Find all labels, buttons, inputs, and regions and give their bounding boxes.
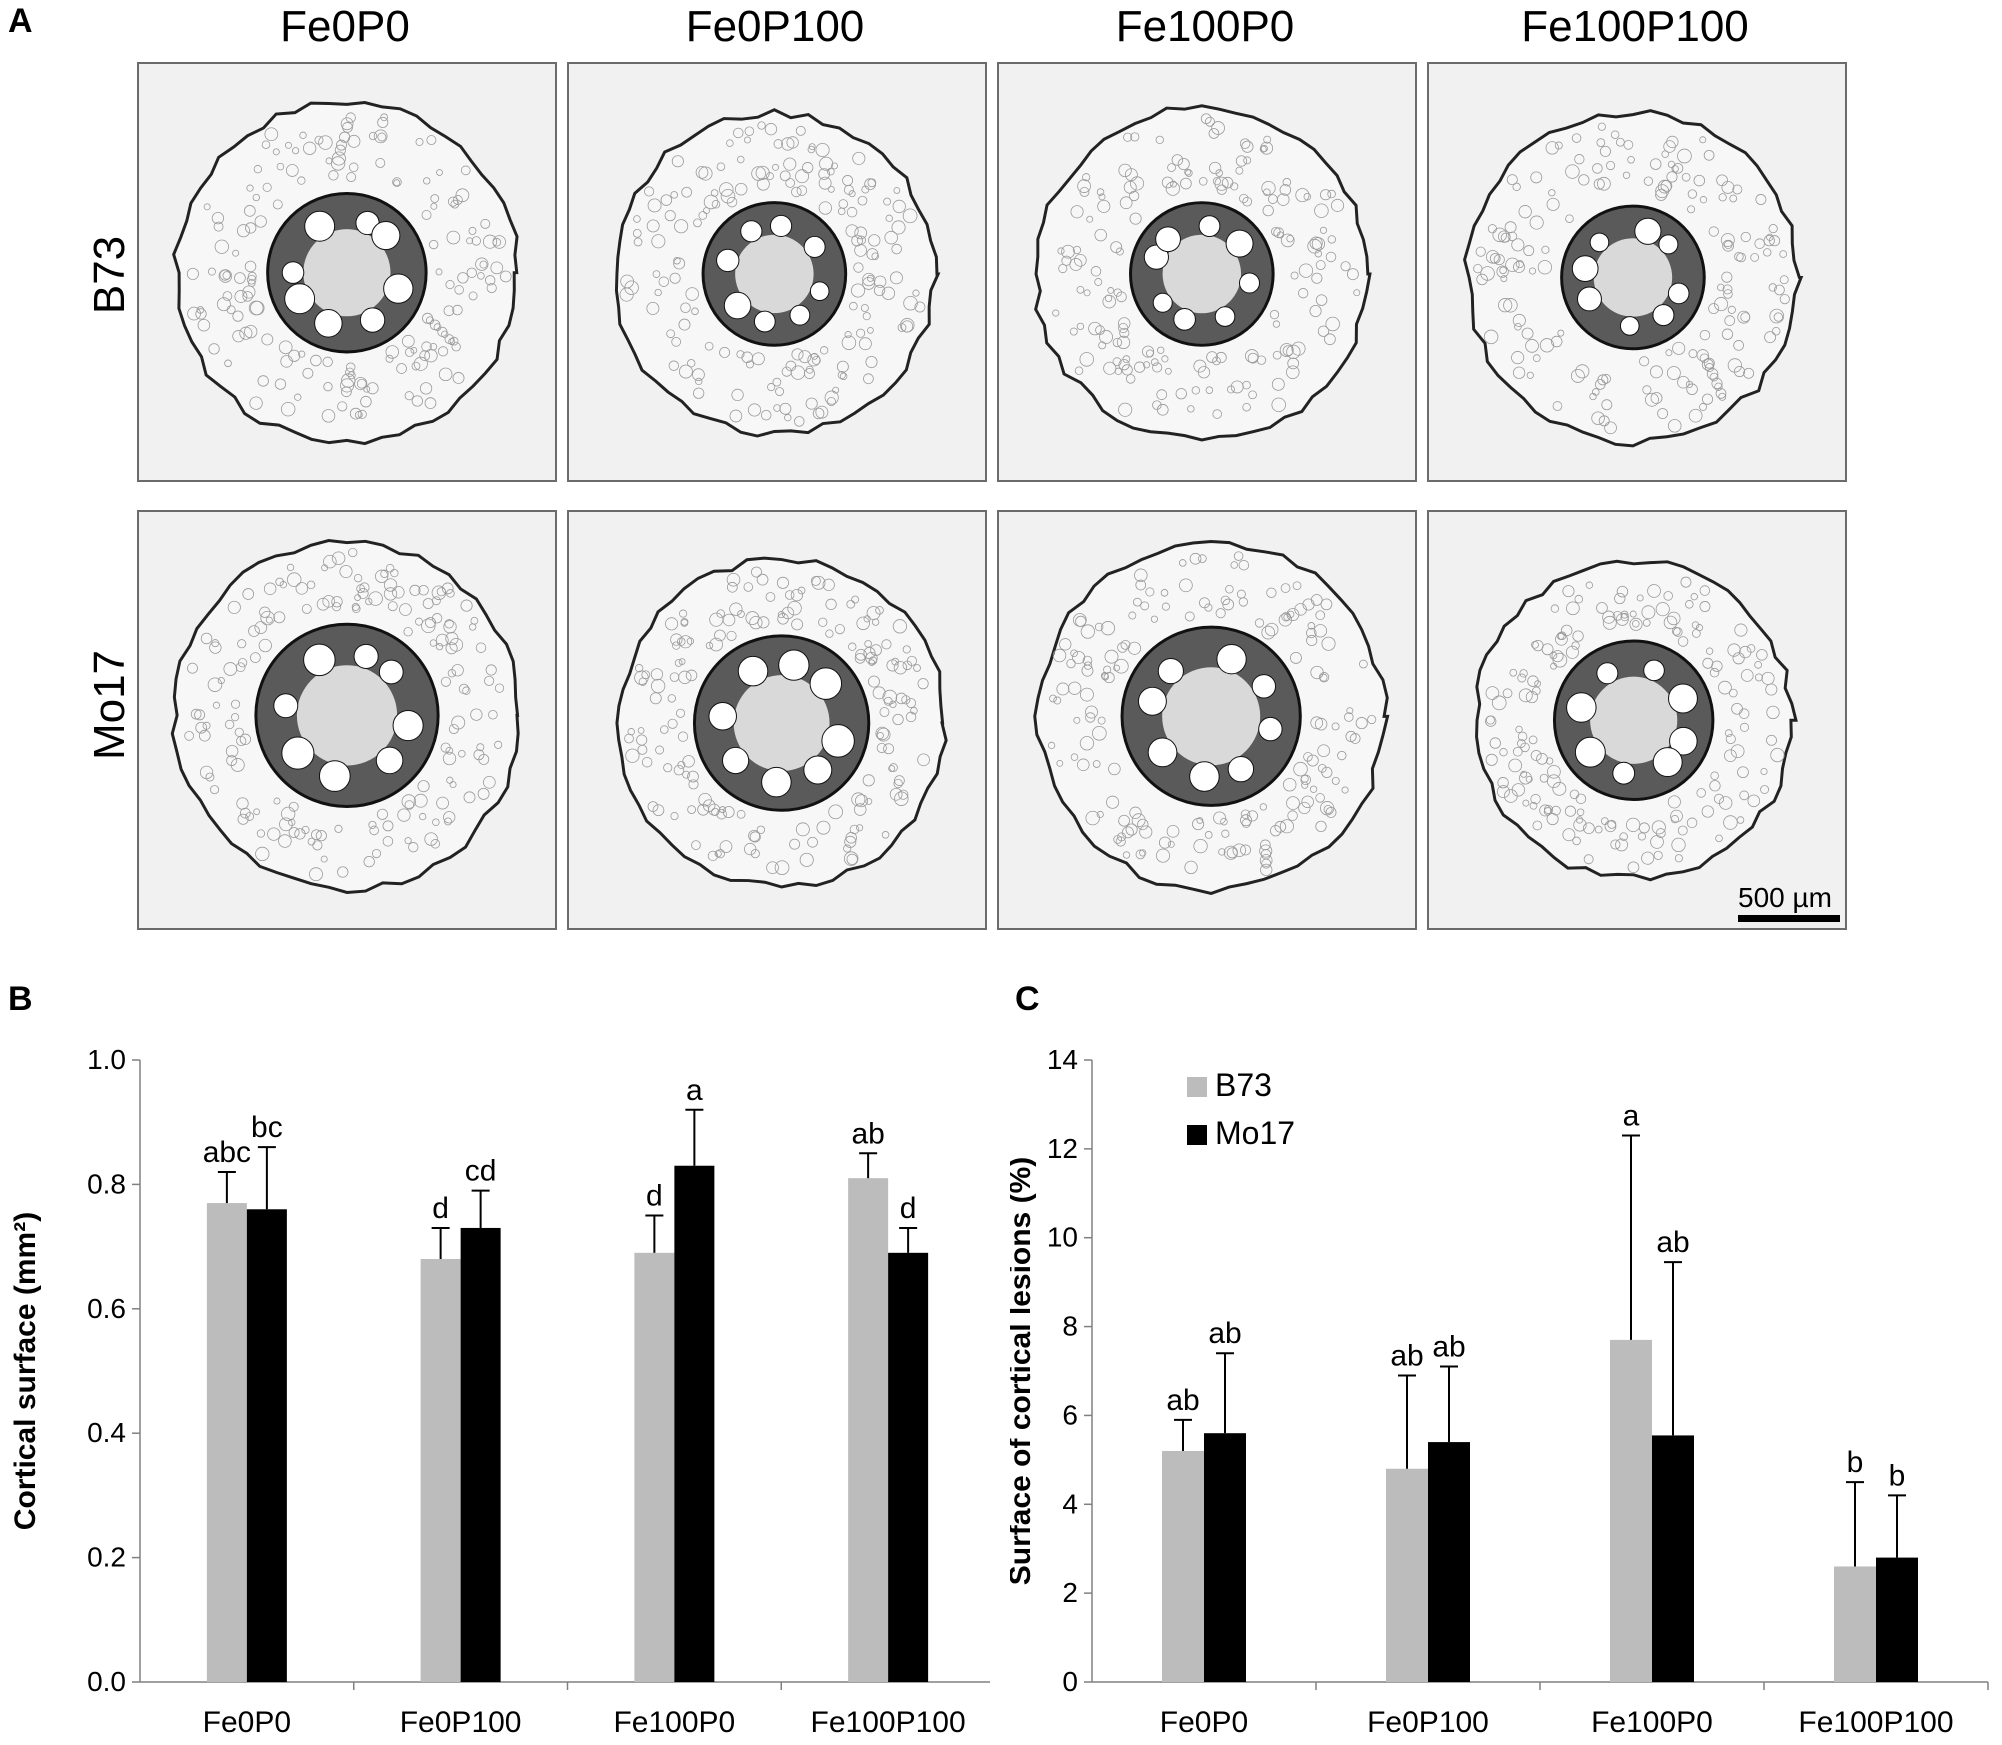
- chart-b-y-tick-label: 0.8: [87, 1168, 126, 1199]
- chart-b-y-tick-label: 0.6: [87, 1293, 126, 1324]
- chart-b-y-tick-label: 1.0: [87, 1044, 126, 1075]
- chart-b-y-tick-label: 0.2: [87, 1542, 126, 1573]
- chart-c-y-axis-label: Surface of cortical lesions (%): [1010, 1157, 1037, 1585]
- micrograph-mo17-fe0p0: [137, 510, 557, 930]
- chart-c-y-tick-label: 4: [1062, 1488, 1078, 1519]
- chart-c-y-tick-label: 0: [1062, 1666, 1078, 1697]
- micrograph-mo17-fe100p100: [1427, 510, 1847, 930]
- micrograph-mo17-fe0p100: [567, 510, 987, 930]
- chart-b-bar-b73-fe0p100: [420, 1259, 461, 1682]
- column-header-fe100p0: Fe100P0: [1115, 2, 1295, 51]
- chart-b-bar-b73-fe100p100: [848, 1178, 889, 1682]
- chart-c-bar-mo17-fe0p100: [1428, 1442, 1470, 1682]
- chart-b-y-axis-label: Cortical surface (mm²): [9, 1212, 42, 1530]
- chart-b-x-tick-label: Fe100P100: [811, 1706, 966, 1739]
- chart-c-legend-swatch: [1187, 1077, 1207, 1097]
- chart-b-significance-letter: abc: [203, 1136, 251, 1169]
- chart-b-x-tick-label: Fe0P0: [203, 1706, 291, 1739]
- micrograph-b73-fe100p0: [997, 62, 1417, 482]
- column-header-fe0p100: Fe0P100: [685, 2, 865, 51]
- chart-c-significance-letter: a: [1623, 1100, 1640, 1133]
- chart-b-bar-mo17-fe0p0: [246, 1209, 287, 1682]
- chart-c-x-tick-label: Fe100P100: [1798, 1706, 1953, 1739]
- chart-c-bar-b73-fe0p0: [1162, 1450, 1204, 1682]
- row-header-b73: B73: [85, 235, 134, 315]
- chart-c-x-tick-label: Fe0P0: [1160, 1706, 1248, 1739]
- scale-bar-label: 500 µm: [1738, 882, 1832, 913]
- chart-b-significance-letter: d: [900, 1192, 917, 1225]
- chart-b-significance-letter: a: [686, 1074, 703, 1107]
- chart-c-significance-letter: ab: [1390, 1339, 1423, 1372]
- chart-c-bar-b73-fe0p100: [1386, 1468, 1428, 1682]
- chart-c-bar-mo17-fe0p0: [1204, 1433, 1246, 1682]
- column-header-fe0p0: Fe0P0: [280, 2, 410, 51]
- chart-c-significance-letter: ab: [1656, 1226, 1689, 1259]
- chart-c-x-tick-label: Fe0P100: [1367, 1706, 1489, 1739]
- chart-c-y-tick-label: 2: [1062, 1577, 1078, 1608]
- chart-b-bar-b73-fe0p0: [206, 1203, 247, 1682]
- chart-c-significance-letter: ab: [1166, 1384, 1199, 1417]
- micrograph-b73-fe0p0: [137, 62, 557, 482]
- column-header-fe100p100: Fe100P100: [1521, 2, 1749, 51]
- chart-c-significance-letter: b: [1847, 1446, 1864, 1479]
- chart-b-bar-mo17-fe100p100: [888, 1252, 929, 1682]
- chart-b-x-tick-label: Fe0P100: [400, 1706, 522, 1739]
- chart-c-legend-swatch: [1187, 1125, 1207, 1145]
- scale-bar: [1738, 915, 1840, 922]
- panel-a-letter: A: [8, 2, 33, 40]
- chart-c: 0 2 4 6 8 10 12 14 Surface of cortical lesions (…: [1010, 1044, 1989, 1739]
- chart-c-x-tick-label: Fe100P0: [1591, 1706, 1713, 1739]
- chart-c-y-tick-label: 10: [1047, 1222, 1078, 1253]
- micrograph-b73-fe0p100: [567, 62, 987, 482]
- chart-c-bar-mo17-fe100p100: [1876, 1557, 1918, 1682]
- chart-b-y-tick-label: 0.0: [87, 1666, 126, 1697]
- chart-c-y-tick-label: 6: [1062, 1399, 1078, 1430]
- chart-c-legend-label: B73: [1215, 1067, 1272, 1103]
- micrograph-b73-fe100p100: [1427, 62, 1847, 482]
- panel-c-letter: C: [1015, 980, 1040, 1018]
- chart-b-significance-letter: ab: [851, 1117, 884, 1150]
- chart-b-significance-letter: d: [646, 1180, 663, 1213]
- chart-b-x-tick-label: Fe100P0: [613, 1706, 735, 1739]
- chart-b-significance-letter: d: [432, 1192, 449, 1225]
- chart-b-bar-mo17-fe100p0: [674, 1165, 715, 1682]
- chart-c-y-tick-label: 8: [1062, 1311, 1078, 1342]
- chart-c-significance-letter: b: [1889, 1459, 1906, 1492]
- chart-b-bar-b73-fe100p0: [634, 1252, 675, 1682]
- chart-c-bar-b73-fe100p100: [1834, 1566, 1876, 1682]
- chart-c-y-tick-label: 12: [1047, 1133, 1078, 1164]
- chart-c-significance-letter: ab: [1432, 1331, 1465, 1364]
- chart-b-y-tick-label: 0.4: [87, 1417, 126, 1448]
- chart-c-bar-mo17-fe100p0: [1652, 1435, 1694, 1682]
- chart-b-bar-mo17-fe0p100: [460, 1227, 501, 1682]
- chart-c-bar-b73-fe100p0: [1610, 1339, 1652, 1682]
- chart-b-significance-letter: bc: [251, 1111, 283, 1144]
- chart-c-legend-label: Mo17: [1215, 1115, 1295, 1151]
- micrograph-mo17-fe100p0: [997, 510, 1417, 930]
- row-header-mo17: Mo17: [85, 649, 134, 761]
- panel-b-letter: B: [8, 980, 33, 1018]
- chart-b-significance-letter: cd: [465, 1155, 497, 1188]
- chart-c-y-tick-label: 14: [1047, 1044, 1078, 1075]
- chart-b: 0.0 0.2 0.4 0.6 0.8 1.0 Cortical surface (mm²)…: [9, 1044, 990, 1739]
- chart-c-significance-letter: ab: [1208, 1317, 1241, 1350]
